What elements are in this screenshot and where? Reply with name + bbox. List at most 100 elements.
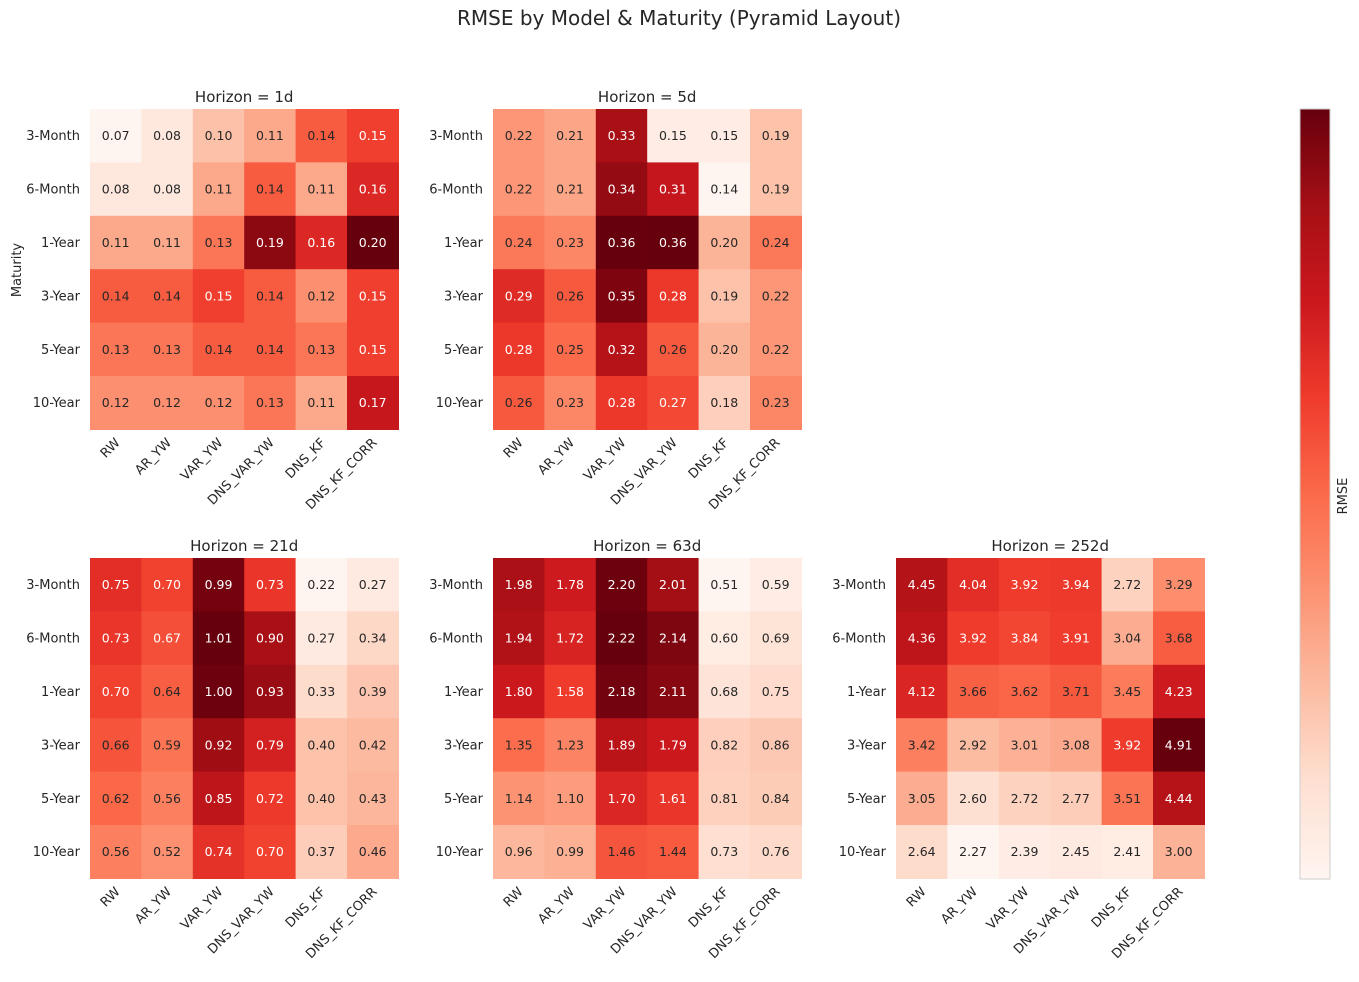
cell-value-label: 0.12 (307, 288, 335, 303)
heatmap-cell (595, 215, 648, 270)
heatmap-cell (1101, 558, 1154, 612)
cell-value-label: 1.10 (556, 791, 584, 806)
cell-value-label: 0.42 (359, 737, 387, 752)
cell-value-label: 0.14 (205, 342, 233, 357)
cell-value-label: 0.27 (359, 577, 387, 592)
cell-value-label: 0.22 (307, 577, 335, 592)
heatmap-cell (493, 825, 545, 879)
cell-value-label: 0.69 (762, 631, 790, 646)
heatmap-cell (192, 109, 245, 163)
heatmap-cell (647, 162, 700, 217)
heatmap-cell (295, 718, 348, 773)
y-tick-label: 10-Year (33, 845, 81, 860)
cell-value-label: 0.13 (307, 342, 335, 357)
heatmap-cell (595, 162, 648, 217)
x-tick-label: DNS_KF (283, 885, 329, 931)
heatmap-cell (647, 771, 700, 826)
heatmap-cell (244, 664, 297, 719)
heatmap-cell (493, 771, 545, 826)
heatmap-cell (347, 376, 399, 430)
heatmap-panel: Horizon = 1d 0.07 0.08 0.10 0.11 0.14 0.15 0.08… (26, 88, 399, 513)
cell-value-label: 3.91 (1062, 631, 1090, 646)
cell-value-label: 3.66 (959, 684, 987, 699)
heatmap-cell (244, 718, 297, 773)
heatmap-cell (90, 322, 142, 377)
y-tick-label: 3-Year (41, 738, 81, 753)
heatmap-cell (90, 215, 142, 270)
cell-value-label: 0.22 (762, 342, 790, 357)
cell-value-label: 3.01 (1011, 737, 1039, 752)
cell-value-label: 0.82 (710, 737, 738, 752)
heatmap-cell (141, 664, 194, 719)
cell-value-label: 4.91 (1165, 737, 1193, 752)
cell-value-label: 0.14 (710, 182, 738, 197)
heatmap-cell (544, 109, 597, 163)
x-tick-label: RW (501, 885, 527, 911)
heatmap-cell (493, 611, 545, 666)
heatmap-cell (998, 664, 1051, 719)
heatmap-cell (347, 825, 399, 879)
heatmap-cell (698, 376, 751, 430)
cell-value-label: 0.11 (256, 128, 284, 143)
cell-value-label: 0.19 (762, 182, 790, 197)
heatmap-cell (1153, 611, 1205, 666)
heatmap-cell (90, 718, 142, 773)
heatmap-cell (90, 825, 142, 879)
cell-value-label: 1.78 (556, 577, 584, 592)
heatmap-cell (141, 269, 194, 324)
heatmap-cell (493, 269, 545, 324)
cell-value-label: 0.13 (153, 342, 181, 357)
cell-value-label: 0.73 (710, 844, 738, 859)
cell-value-label: 0.35 (608, 288, 636, 303)
heatmap-cell (192, 771, 245, 826)
cell-value-label: 0.19 (256, 235, 284, 250)
cell-value-label: 3.42 (908, 737, 936, 752)
cell-value-label: 0.76 (762, 844, 790, 859)
y-axis-label: Maturity (10, 243, 25, 298)
heatmap-cell (998, 771, 1051, 826)
cell-value-label: 0.70 (256, 844, 284, 859)
cell-value-label: 3.62 (1011, 684, 1039, 699)
cell-value-label: 0.15 (710, 128, 738, 143)
heatmap-cell (192, 322, 245, 377)
y-tick-label: 5-Year (444, 792, 484, 807)
cell-value-label: 0.24 (762, 235, 790, 250)
cell-value-label: 2.41 (1113, 844, 1141, 859)
heatmap-cell (347, 322, 399, 377)
heatmap-cell (698, 269, 751, 324)
y-tick-label: 3-Month (429, 578, 483, 593)
y-tick-label: 10-Year (436, 845, 484, 860)
panel-title: Horizon = 1d (195, 88, 294, 106)
cell-value-label: 0.22 (505, 182, 533, 197)
heatmap-cell (998, 718, 1051, 773)
y-tick-label: 5-Year (444, 343, 484, 358)
y-tick-label: 6-Month (26, 632, 80, 647)
cell-value-label: 0.16 (359, 182, 387, 197)
cell-value-label: 4.23 (1165, 684, 1193, 699)
cell-value-label: 0.23 (556, 395, 584, 410)
cell-value-label: 4.45 (908, 577, 936, 592)
x-tick-label: VAR_YW (984, 885, 1032, 933)
y-tick-label: 6-Month (26, 183, 80, 198)
colorbar-gradient (1299, 108, 1331, 880)
heatmap-cell (595, 109, 648, 163)
heatmap-cell (90, 611, 142, 666)
heatmap-cell (1153, 558, 1205, 612)
cell-value-label: 0.73 (256, 577, 284, 592)
x-tick-label: VAR_YW (581, 436, 629, 484)
x-tick-label: RW (904, 885, 930, 911)
heatmap-cell (595, 664, 648, 719)
y-tick-label: 3-Year (41, 289, 81, 304)
heatmap-cell (347, 215, 399, 270)
heatmap-cell (896, 664, 948, 719)
heatmap-cell (947, 771, 1000, 826)
cell-value-label: 0.23 (762, 395, 790, 410)
cell-value-label: 2.77 (1062, 791, 1090, 806)
y-tick-label: 3-Month (26, 578, 80, 593)
cell-value-label: 3.68 (1165, 631, 1193, 646)
cell-value-label: 0.19 (762, 128, 790, 143)
cell-value-label: 0.36 (608, 235, 636, 250)
heatmap-cell (1153, 718, 1205, 773)
cell-value-label: 0.16 (307, 235, 335, 250)
heatmap-cell (647, 322, 700, 377)
